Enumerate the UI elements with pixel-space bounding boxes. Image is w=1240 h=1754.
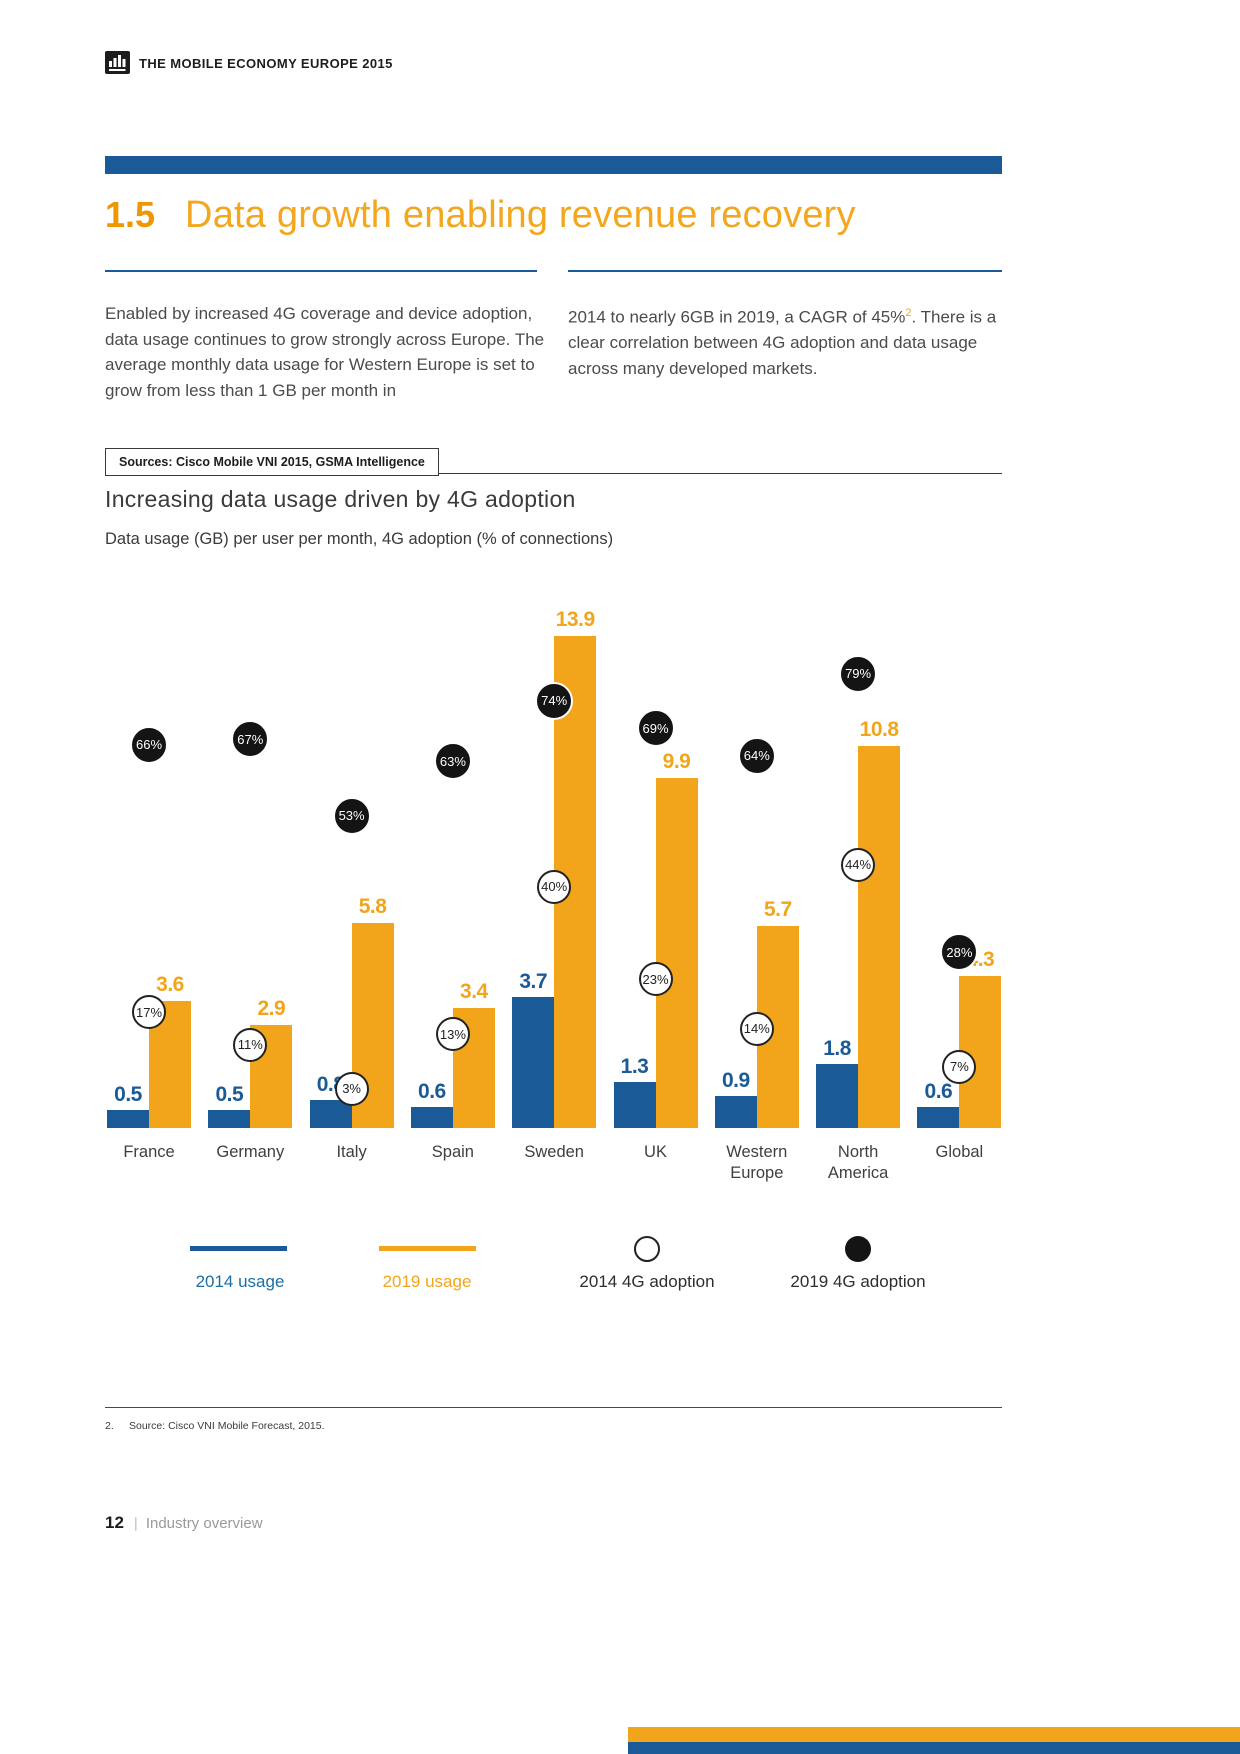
footnote: 2. Source: Cisco VNI Mobile Forecast, 201… xyxy=(105,1420,325,1432)
category-label: Spain xyxy=(431,1143,474,1161)
adoption-circle-2019: 67% xyxy=(231,720,270,759)
bar-2014-usage xyxy=(410,1106,453,1128)
page-footer: 12 | Industry overview xyxy=(105,1513,263,1533)
category-label: France xyxy=(123,1143,175,1161)
bar-2019-usage xyxy=(858,745,901,1128)
usage-adoption-chart: 0.5 3.6 17% 66% France 0.5 2.9 11% 67% Germany 0.8… xyxy=(103,595,1015,1210)
legend-open-circle-icon xyxy=(634,1236,660,1262)
page-number: 12 xyxy=(105,1513,124,1532)
adoption-circle-2014: 23% xyxy=(638,962,673,997)
body-paragraph-right-pre: 2014 to nearly 6GB in 2019, a CAGR of 45… xyxy=(568,307,906,327)
bar-value-label-2014: 3.7 xyxy=(519,970,548,994)
chart-title: Increasing data usage driven by 4G adopt… xyxy=(105,486,576,512)
legend-swatch-2019-usage xyxy=(379,1246,476,1251)
bar-2014-usage xyxy=(107,1110,149,1128)
bar-value-label-2019: 3.6 xyxy=(156,972,184,996)
footnote-text: Source: Cisco VNI Mobile Forecast, 2015. xyxy=(129,1420,325,1432)
section-number: 1.5 xyxy=(105,194,156,235)
bar-value-label-2019: 5.7 xyxy=(763,898,792,922)
bar-2014-usage xyxy=(613,1081,656,1128)
bar-value-label-2019: 10.8 xyxy=(859,717,899,741)
sources-rule xyxy=(105,473,1002,474)
adoption-circle-2014: 11% xyxy=(233,1027,268,1062)
adoption-circle-2019: 69% xyxy=(636,709,675,748)
bar-value-label-2014: 0.5 xyxy=(114,1083,142,1107)
legend-label-2019-usage: 2019 usage xyxy=(382,1272,472,1291)
section-title-text: Data growth enabling revenue recovery xyxy=(185,194,856,236)
category-label: Italy xyxy=(336,1143,367,1161)
bar-value-label-2019: 13.9 xyxy=(555,607,595,631)
divider-rule-left xyxy=(105,270,537,272)
footnote-marker: 2 xyxy=(905,307,912,319)
adoption-circle-2014: 14% xyxy=(739,1011,774,1046)
adoption-circle-2014: 3% xyxy=(334,1071,369,1106)
category-label: Western Europe xyxy=(726,1143,788,1182)
adoption-circle-2019: 64% xyxy=(737,736,776,775)
section-heading: 1.5 Data growth enabling revenue recover… xyxy=(105,194,856,237)
bar-value-label-2019: 9.9 xyxy=(662,749,691,773)
adoption-circle-2019: 74% xyxy=(535,681,574,720)
chart-subtitle: Data usage (GB) per user per month, 4G a… xyxy=(105,530,614,548)
footnote-rule xyxy=(105,1407,1002,1408)
bar-value-label-2019: 5.8 xyxy=(358,894,387,918)
bar-2014-usage xyxy=(917,1106,960,1128)
bar-2014-usage xyxy=(512,997,555,1128)
adoption-circle-2019: 28% xyxy=(940,933,979,972)
footer-separator: | xyxy=(133,1515,138,1532)
legend-label-2014-usage: 2014 usage xyxy=(195,1272,285,1291)
bar-2014-usage xyxy=(714,1096,757,1128)
adoption-circle-2014: 17% xyxy=(132,995,166,1030)
bar-value-label-2014: 0.5 xyxy=(215,1083,244,1107)
category-label: Germany xyxy=(216,1143,285,1161)
bottom-accent-bar-orange xyxy=(628,1727,1240,1742)
category-label: Sweden xyxy=(524,1143,584,1161)
adoption-circle-2019: 63% xyxy=(433,742,472,781)
report-title: THE MOBILE ECONOMY EUROPE 2015 xyxy=(139,56,393,71)
bar-2014-usage xyxy=(208,1110,251,1128)
footnote-number: 2. xyxy=(105,1420,114,1432)
footer-section-label: Industry overview xyxy=(145,1515,263,1532)
body-paragraph-right: 2014 to nearly 6GB in 2019, a CAGR of 45… xyxy=(568,301,1012,381)
bar-2019-usage xyxy=(655,777,698,1128)
body-paragraph-right-post: . There is a clear correlation between 4… xyxy=(568,307,997,378)
adoption-circle-2014: 13% xyxy=(435,1017,470,1052)
body-paragraph-left: Enabled by increased 4G coverage and dev… xyxy=(105,304,545,400)
bar-value-label-2014: 0.9 xyxy=(721,1069,750,1093)
adoption-circle-2014: 44% xyxy=(841,847,876,882)
top-accent-bar xyxy=(105,156,1002,174)
bar-value-label-2014: 0.6 xyxy=(924,1079,953,1103)
adoption-circle-2014: 7% xyxy=(942,1049,977,1084)
bottom-accent-bar-blue xyxy=(628,1742,1240,1754)
bar-value-label-2014: 1.8 xyxy=(823,1037,851,1061)
legend-label-2014-adoption: 2014 4G adoption xyxy=(579,1272,715,1291)
bar-value-label-2014: 1.3 xyxy=(620,1054,649,1078)
bar-2014-usage xyxy=(816,1064,859,1128)
legend-label-2019-adoption: 2019 4G adoption xyxy=(790,1272,926,1291)
category-label: North America xyxy=(827,1143,889,1182)
bar-value-label-2014: 0.6 xyxy=(418,1079,446,1103)
category-label: Global xyxy=(935,1143,984,1161)
sources-box: Sources: Cisco Mobile VNI 2015, GSMA Int… xyxy=(105,448,439,476)
divider-rule-right xyxy=(568,270,1002,272)
adoption-circle-2014: 40% xyxy=(537,869,572,904)
bar-value-label-2019: 2.9 xyxy=(257,997,286,1021)
legend-filled-circle-icon xyxy=(845,1236,871,1262)
adoption-circle-2019: 66% xyxy=(130,725,168,764)
adoption-circle-2019: 79% xyxy=(839,654,878,693)
gsma-brand-logo-icon xyxy=(105,51,130,74)
bar-value-label-2019: 3.4 xyxy=(460,979,488,1003)
category-label: UK xyxy=(644,1143,667,1161)
adoption-circle-2019: 53% xyxy=(332,796,371,835)
legend-swatch-2014-usage xyxy=(190,1246,287,1251)
